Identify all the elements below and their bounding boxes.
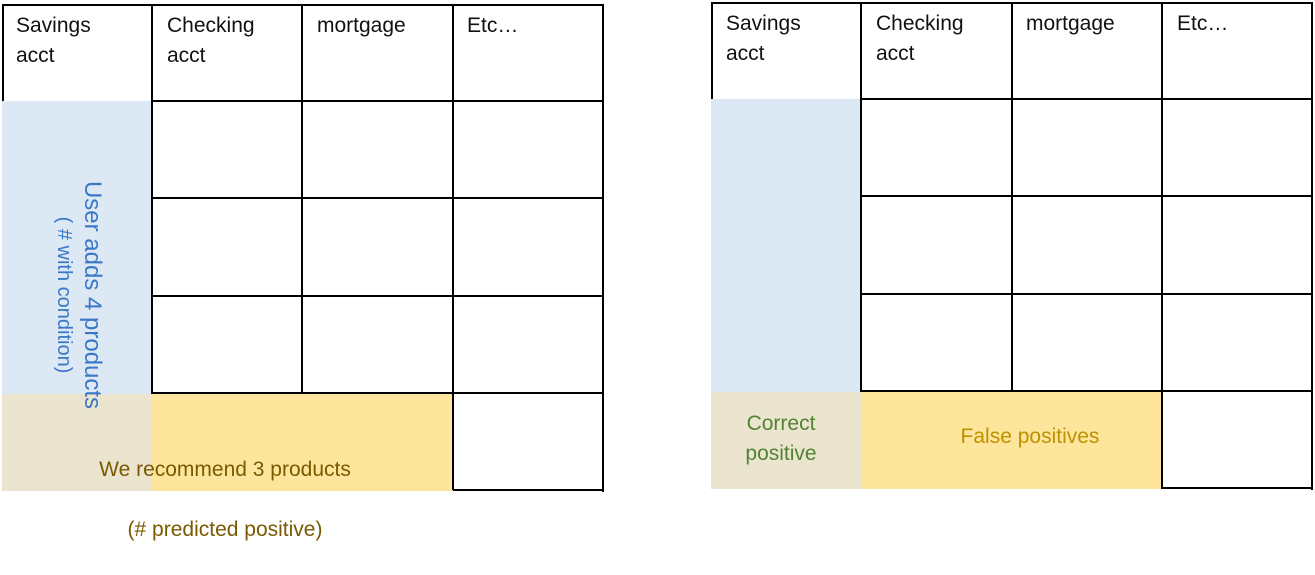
grid-line — [452, 4, 454, 490]
grid-line — [860, 195, 1313, 197]
header-etc: Etc… — [1177, 12, 1229, 35]
grid-line — [1161, 2, 1163, 489]
grid-line — [860, 293, 1313, 295]
correct-positive-label: Correct positive — [745, 412, 817, 465]
recommendation-metrics-diagram: Savings acct Checking acct mortgage Etc…… — [2, 2, 1313, 541]
grid-line — [1311, 2, 1313, 490]
grid-line — [860, 98, 1313, 100]
grid-line — [2, 4, 4, 101]
grid-line — [711, 2, 713, 99]
grid-line — [602, 4, 604, 492]
grid-line — [151, 100, 604, 102]
grid-line — [2, 4, 604, 6]
user-adds-region — [2, 101, 152, 394]
grid-line — [151, 295, 604, 297]
user-adds-sublabel: ( # with condition) — [53, 216, 75, 374]
overlap-region — [2, 394, 152, 491]
user-adds-region — [711, 99, 861, 392]
grid-line — [860, 2, 862, 392]
header-etc: Etc… — [467, 14, 519, 37]
grid-line — [151, 4, 153, 394]
grid-line — [151, 197, 604, 199]
recommend-region — [152, 394, 453, 491]
grid-line — [711, 2, 1313, 4]
grid-line — [301, 4, 303, 394]
header-savings: Savings acct — [726, 12, 801, 65]
recommend-line-2: (# predicted positive) — [127, 518, 323, 541]
header-checking: Checking acct — [876, 12, 964, 65]
grid-line — [1162, 487, 1313, 489]
correct-positive-region — [711, 392, 861, 489]
user-adds-label: User adds 4 products — [79, 180, 106, 410]
recommend-line-1: We recommend 3 products — [99, 458, 351, 481]
false-positive-region — [861, 392, 1162, 489]
grid-line — [1011, 2, 1013, 392]
header-savings: Savings acct — [16, 14, 91, 67]
grid-line — [860, 390, 1313, 392]
recommend-label: We recommend 3 products (# predicted pos… — [52, 425, 398, 575]
header-checking: Checking acct — [167, 14, 255, 67]
grid-line — [453, 489, 604, 491]
header-mortgage: mortgage — [317, 14, 406, 37]
header-mortgage: mortgage — [1026, 12, 1115, 35]
grid-line — [151, 392, 604, 394]
false-positives-label: False positives — [960, 425, 1100, 448]
